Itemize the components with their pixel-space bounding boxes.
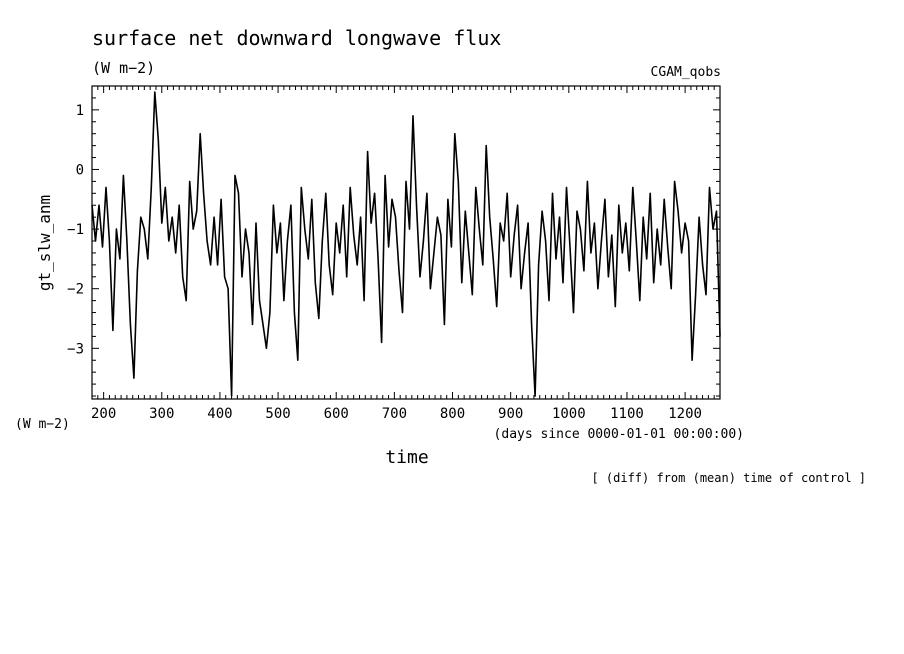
x-tick-label: 800 xyxy=(440,406,465,422)
x-axis-label: time xyxy=(385,447,428,468)
y-tick-label: −3 xyxy=(67,341,84,357)
x-tick-label: 200 xyxy=(91,406,116,422)
x-tick-label: 1100 xyxy=(610,406,644,422)
y-tick-label: 0 xyxy=(76,162,84,178)
y-tick-labels: 1 0 −1 −2 −3 xyxy=(67,103,84,357)
plot-frame xyxy=(91,85,721,400)
x-axis-units: (days since 0000-01-01 00:00:00) xyxy=(494,427,744,442)
x-tick-label: 400 xyxy=(207,406,232,422)
y-axis-units: (W m−2) xyxy=(15,417,70,432)
y-axis-label: gt_slw_anm xyxy=(35,195,54,291)
x-tick-label: 700 xyxy=(382,406,407,422)
footnote: [ (diff) from (mean) time of control ] xyxy=(591,471,866,485)
chart-title: surface net downward longwave flux xyxy=(92,26,501,50)
x-tick-label: 1200 xyxy=(668,406,702,422)
x-tick-label: 600 xyxy=(324,406,349,422)
dataset-label: CGAM_qobs xyxy=(651,65,721,80)
x-tick-label: 300 xyxy=(149,406,174,422)
y-tick-label: −2 xyxy=(67,282,84,298)
x-tick-labels: 200 300 400 500 600 700 800 900 1000 1100 1200 xyxy=(91,406,702,422)
y-tick-label: −1 xyxy=(67,222,84,238)
x-tick-label: 1000 xyxy=(552,406,586,422)
y-tick-label: 1 xyxy=(76,103,84,119)
chart-units: (W m−2) xyxy=(92,59,155,77)
x-tick-label: 500 xyxy=(265,406,290,422)
x-tick-label: 900 xyxy=(498,406,523,422)
series-line xyxy=(91,91,721,397)
tick-marks xyxy=(92,85,721,399)
